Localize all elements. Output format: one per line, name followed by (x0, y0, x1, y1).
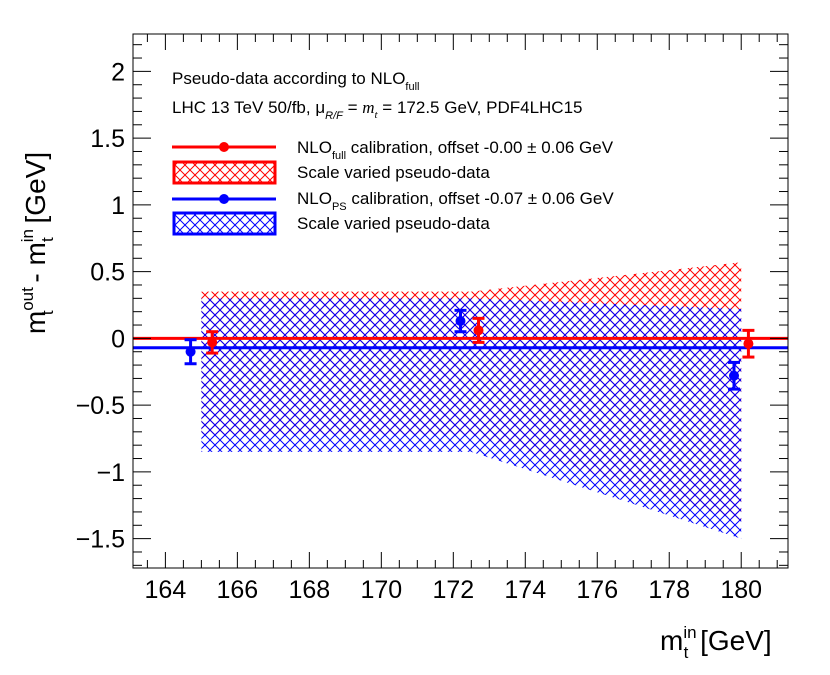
points-layer (184, 308, 755, 391)
legend-band-red (172, 160, 277, 185)
legend-label-red-band: Scale varied pseudo-data (297, 163, 490, 182)
marker (729, 370, 740, 381)
annotation-line-1: Pseudo-data according to NLOfull (172, 69, 419, 93)
y-tick-label: 2 (111, 58, 125, 86)
data-point-blue-1 (184, 338, 197, 366)
y-tick-label: 1 (111, 192, 125, 220)
y-tick-label: −1.5 (76, 526, 125, 554)
x-tick-label: 174 (504, 576, 546, 604)
band-blue-scale-variation (201, 298, 742, 539)
legend: NLOfull calibration, offset -0.00 ± 0.06… (172, 138, 614, 236)
y-axis-title: moutt - mint [GeV] (18, 152, 57, 334)
x-tick-label: 178 (648, 576, 690, 604)
data-point-red-1 (206, 330, 219, 355)
x-tick-label: 168 (288, 576, 330, 604)
x-axis-title: min t [GeV] (660, 623, 772, 662)
y-tick-label: 0.5 (90, 259, 125, 287)
offset-lines-layer (133, 336, 788, 350)
data-point-red-2 (472, 316, 485, 344)
x-tick-label: 170 (360, 576, 402, 604)
y-tick-label: −0.5 (76, 392, 125, 420)
x-tick-label: 176 (576, 576, 618, 604)
y-tick-label: −1 (96, 459, 125, 487)
plot-frame (132, 33, 789, 569)
x-tick-label: 164 (145, 576, 187, 604)
x-tick-label: 172 (432, 576, 474, 604)
legend-entry-nlo-full: NLOfull calibration, offset -0.00 ± 0.06… (172, 138, 614, 162)
x-tick-label: 180 (720, 576, 762, 604)
legend-band-blue (172, 211, 277, 236)
marker (743, 338, 754, 349)
data-point-blue-3 (728, 360, 741, 391)
legend-marker-blue (219, 194, 229, 204)
y-axis: −1.5 −1 −0.5 0 0.5 1 1.5 2 (76, 44, 788, 566)
y-tick-label: 0 (111, 325, 125, 353)
x-tick-label: 166 (217, 576, 259, 604)
marker (473, 325, 484, 336)
legend-label-blue-band: Scale varied pseudo-data (297, 214, 490, 233)
marker (455, 316, 466, 327)
marker (185, 346, 196, 357)
legend-entry-red-band: Scale varied pseudo-data (172, 160, 490, 185)
annotation-line-2: LHC 13 TeV 50/fb, μR/F = mt = 172.5 GeV,… (172, 98, 583, 122)
legend-entry-nlo-ps: NLOPS calibration, offset -0.07 ± 0.06 G… (172, 189, 614, 213)
legend-marker-red (219, 142, 229, 152)
marker (207, 337, 218, 348)
x-axis: 164 166 168 170 172 174 176 178 180 (145, 34, 778, 604)
legend-label-nlo-full: NLOfull calibration, offset -0.00 ± 0.06… (297, 138, 614, 162)
legend-label-nlo-ps: NLOPS calibration, offset -0.07 ± 0.06 G… (297, 189, 614, 213)
legend-entry-blue-band: Scale varied pseudo-data (172, 211, 490, 236)
data-point-red-3 (742, 328, 755, 359)
bands-layer (201, 262, 742, 539)
data-point-blue-2 (454, 308, 467, 334)
y-tick-label: 1.5 (90, 125, 125, 153)
